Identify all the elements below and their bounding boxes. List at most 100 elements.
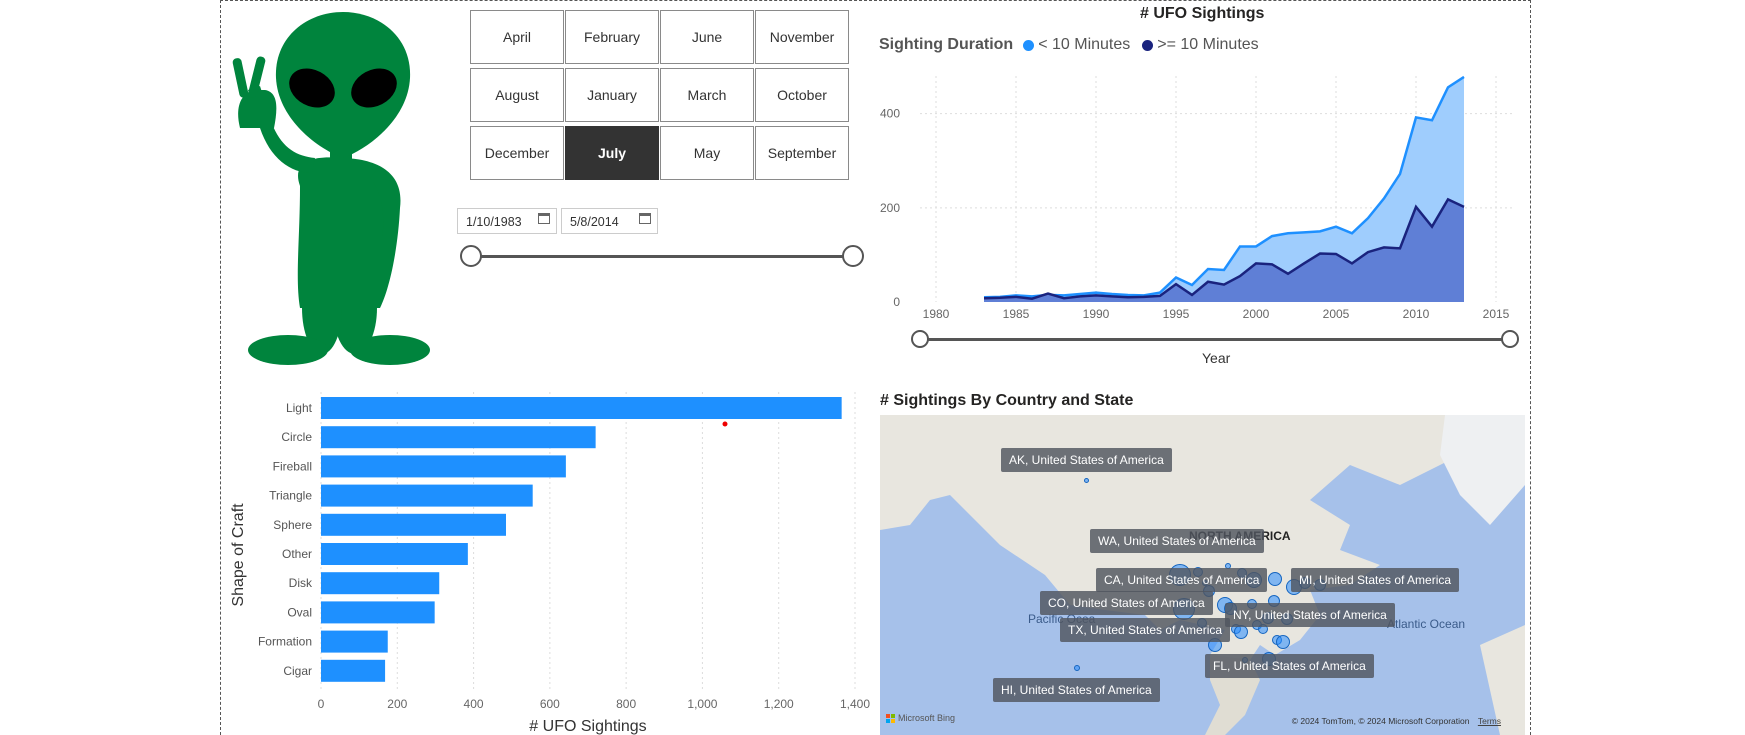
area-x-tick-label: 1990 xyxy=(1083,307,1110,321)
month-button-april[interactable]: April xyxy=(470,10,564,64)
map-label-ak[interactable]: AK, United States of America xyxy=(1001,448,1172,472)
month-button-january[interactable]: January xyxy=(565,68,659,122)
area-series-line-0[interactable] xyxy=(983,75,1465,299)
month-button-august[interactable]: August xyxy=(470,68,564,122)
month-button-december[interactable]: December xyxy=(470,126,564,180)
alien-left-eye xyxy=(289,68,335,108)
month-button-february[interactable]: February xyxy=(565,10,659,64)
bing-brand-text: Microsoft Bing xyxy=(898,713,956,723)
map-label-hi[interactable]: HI, United States of America xyxy=(993,678,1160,702)
bar-category-label: Circle xyxy=(281,430,312,444)
area-x-tick-label: 1985 xyxy=(1003,307,1030,321)
bar-category-label: Sphere xyxy=(273,518,312,532)
bar-category-label: Fireball xyxy=(273,459,312,473)
map-label-ny[interactable]: NY, United States of America xyxy=(1225,603,1395,627)
bar-category-label: Triangle xyxy=(269,489,312,503)
end-date-input[interactable]: 5/8/2014 xyxy=(561,208,658,234)
alien-right-eye xyxy=(351,68,397,108)
alien-figure xyxy=(232,12,430,365)
bar-x-tick-label: 1,000 xyxy=(687,697,717,711)
start-date-input[interactable]: 1/10/1983 xyxy=(457,208,557,234)
map-label-tx[interactable]: TX, United States of America xyxy=(1060,618,1231,642)
year-slider-start-handle[interactable] xyxy=(911,330,929,348)
area-series-line-1[interactable] xyxy=(983,197,1465,300)
area-x-tick-label: 2000 xyxy=(1243,307,1270,321)
map-label-ca[interactable]: CA, United States of America xyxy=(1096,568,1268,592)
area-x-tick-label: 1980 xyxy=(923,307,950,321)
bar-fireball[interactable] xyxy=(321,455,566,478)
alien-illustration xyxy=(232,12,430,365)
calendar-icon[interactable] xyxy=(639,213,651,224)
area-x-tick-label: 2005 xyxy=(1323,307,1350,321)
bar-x-tick-label: 0 xyxy=(318,697,325,711)
month-button-june[interactable]: June xyxy=(660,10,754,64)
microsoft-logo-icon xyxy=(886,713,895,723)
area-x-tick-label: 2015 xyxy=(1483,307,1510,321)
cursor-marker xyxy=(722,421,728,427)
bar-circle[interactable] xyxy=(321,426,596,449)
bar-x-tick-label: 400 xyxy=(464,697,484,711)
year-slider-track[interactable] xyxy=(920,338,1510,341)
bar-category-label: Light xyxy=(286,401,313,415)
map-bubble[interactable] xyxy=(1268,572,1282,586)
month-button-october[interactable]: October xyxy=(755,68,849,122)
month-button-september[interactable]: September xyxy=(755,126,849,180)
bar-sphere[interactable] xyxy=(321,513,506,536)
area-y-tick-label: 200 xyxy=(880,201,900,215)
map-label-fl[interactable]: FL, United States of America xyxy=(1205,654,1374,678)
area-x-tick-label: 2010 xyxy=(1403,307,1430,321)
legend-dot-long xyxy=(1142,39,1154,51)
legend-item-long[interactable]: >= 10 Minutes xyxy=(1157,36,1259,53)
bar-y-axis-label: Shape of Craft xyxy=(230,503,247,607)
start-date-value: 1/10/1983 xyxy=(466,215,522,229)
bar-other[interactable] xyxy=(321,543,468,565)
bar-disk[interactable] xyxy=(321,572,440,595)
area-x-tick-label: 1995 xyxy=(1163,307,1190,321)
month-button-july[interactable]: July xyxy=(565,126,659,180)
bar-oval[interactable] xyxy=(321,601,435,624)
map-bubble[interactable] xyxy=(1074,665,1080,671)
bar-x-tick-label: 1,400 xyxy=(840,697,870,711)
area-y-tick-label: 400 xyxy=(880,107,900,121)
sightings-map[interactable]: NORTH AMERICA Pacific Ocea Atlantic Ocea… xyxy=(880,415,1525,735)
bar-formation[interactable] xyxy=(321,630,388,653)
calendar-icon[interactable] xyxy=(538,213,550,224)
area-chart-title: # UFO Sightings xyxy=(1140,5,1265,22)
map-bubble[interactable] xyxy=(1083,477,1089,483)
month-button-may[interactable]: May xyxy=(660,126,754,180)
map-terms-link[interactable]: Terms xyxy=(1477,716,1501,726)
map-title: # Sightings By Country and State xyxy=(880,392,1134,409)
bar-x-tick-label: 1,200 xyxy=(764,697,794,711)
bar-category-label: Disk xyxy=(289,576,313,590)
area-series-fill-1[interactable] xyxy=(984,199,1464,302)
bar-category-label: Other xyxy=(282,547,312,561)
map-ocean-label-atlantic: Atlantic Ocean xyxy=(1387,617,1465,631)
area-series-fill-0[interactable] xyxy=(984,76,1464,302)
month-slicer: April February June November August January Ma… xyxy=(470,10,849,180)
bar-light[interactable] xyxy=(321,397,842,419)
year-slider-end-handle[interactable] xyxy=(1501,330,1519,348)
date-slider-end-handle[interactable] xyxy=(842,245,864,267)
date-slider-start-handle[interactable] xyxy=(460,245,482,267)
bar-x-tick-label: 800 xyxy=(616,697,636,711)
bar-category-label: Cigar xyxy=(283,664,312,678)
month-button-march[interactable]: March xyxy=(660,68,754,122)
map-label-co[interactable]: CO, United States of America xyxy=(1040,591,1213,615)
bar-cigar[interactable] xyxy=(321,659,386,682)
map-bubble[interactable] xyxy=(1276,635,1290,649)
date-slider-track[interactable] xyxy=(473,255,853,258)
legend-title: Sighting Duration xyxy=(879,36,1014,53)
bar-triangle[interactable] xyxy=(321,484,533,507)
map-bubble[interactable] xyxy=(1234,625,1248,639)
month-button-november[interactable]: November xyxy=(755,10,849,64)
map-label-wa[interactable]: WA, United States of America xyxy=(1090,529,1264,553)
end-date-value: 5/8/2014 xyxy=(570,215,619,229)
bing-logo: Microsoft Bing xyxy=(886,713,955,723)
legend-item-short[interactable]: < 10 Minutes xyxy=(1038,36,1131,53)
map-label-mi[interactable]: MI, United States of America xyxy=(1291,568,1460,592)
year-axis-label: Year xyxy=(1202,350,1231,366)
bar-x-tick-label: 200 xyxy=(387,697,407,711)
duration-legend: Sighting Duration < 10 Minutes >= 10 Min… xyxy=(879,36,1259,54)
